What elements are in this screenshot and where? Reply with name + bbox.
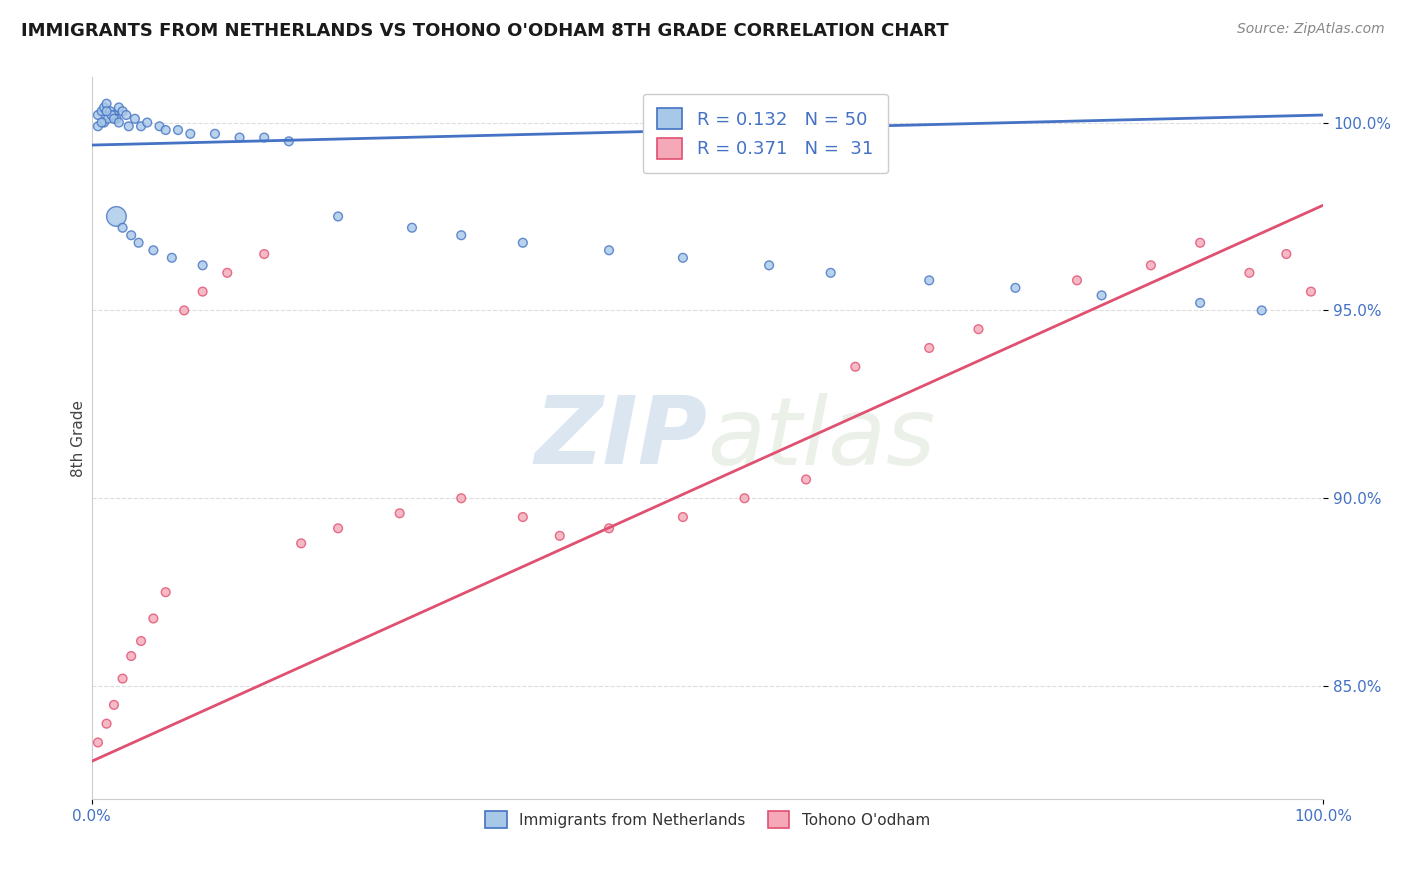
- Point: [191, 285, 214, 299]
- Point: [253, 247, 276, 261]
- Point: [105, 112, 128, 126]
- Point: [1066, 273, 1088, 287]
- Point: [129, 634, 152, 648]
- Text: Source: ZipAtlas.com: Source: ZipAtlas.com: [1237, 22, 1385, 37]
- Point: [120, 228, 142, 243]
- Point: [173, 303, 195, 318]
- Point: [111, 220, 134, 235]
- Point: [96, 96, 118, 111]
- Point: [148, 120, 170, 134]
- Point: [1250, 303, 1272, 318]
- Point: [155, 585, 177, 599]
- Point: [1004, 281, 1026, 295]
- Point: [179, 127, 201, 141]
- Legend: Immigrants from Netherlands, Tohono O'odham: Immigrants from Netherlands, Tohono O'od…: [479, 805, 936, 835]
- Point: [512, 510, 534, 524]
- Point: [1189, 235, 1212, 250]
- Point: [253, 130, 276, 145]
- Point: [108, 101, 131, 115]
- Point: [167, 123, 190, 137]
- Point: [191, 258, 214, 272]
- Point: [128, 235, 150, 250]
- Point: [103, 698, 125, 712]
- Point: [98, 104, 121, 119]
- Point: [87, 120, 110, 134]
- Point: [512, 235, 534, 250]
- Point: [124, 112, 146, 126]
- Point: [96, 716, 118, 731]
- Point: [103, 108, 125, 122]
- Point: [844, 359, 866, 374]
- Point: [136, 115, 159, 129]
- Text: ZIP: ZIP: [534, 392, 707, 484]
- Point: [794, 473, 817, 487]
- Point: [111, 672, 134, 686]
- Point: [672, 251, 695, 265]
- Point: [548, 529, 571, 543]
- Point: [105, 210, 128, 224]
- Point: [1091, 288, 1114, 302]
- Text: atlas: atlas: [707, 392, 936, 483]
- Point: [155, 123, 177, 137]
- Point: [228, 130, 250, 145]
- Point: [1239, 266, 1261, 280]
- Point: [918, 341, 941, 355]
- Point: [120, 648, 142, 663]
- Point: [160, 251, 183, 265]
- Point: [111, 104, 134, 119]
- Point: [129, 120, 152, 134]
- Point: [93, 115, 115, 129]
- Point: [90, 104, 112, 119]
- Y-axis label: 8th Grade: 8th Grade: [72, 400, 86, 476]
- Point: [734, 491, 756, 506]
- Point: [87, 108, 110, 122]
- Point: [450, 228, 472, 243]
- Point: [103, 112, 125, 126]
- Point: [1140, 258, 1163, 272]
- Point: [97, 112, 120, 126]
- Point: [1189, 296, 1212, 310]
- Point: [820, 266, 842, 280]
- Point: [115, 108, 138, 122]
- Point: [450, 491, 472, 506]
- Point: [87, 735, 110, 749]
- Point: [918, 273, 941, 287]
- Point: [108, 115, 131, 129]
- Point: [142, 244, 165, 258]
- Text: IMMIGRANTS FROM NETHERLANDS VS TOHONO O'ODHAM 8TH GRADE CORRELATION CHART: IMMIGRANTS FROM NETHERLANDS VS TOHONO O'…: [21, 22, 949, 40]
- Point: [90, 115, 112, 129]
- Point: [326, 210, 349, 224]
- Point: [204, 127, 226, 141]
- Point: [93, 101, 115, 115]
- Point: [100, 108, 122, 122]
- Point: [401, 220, 423, 235]
- Point: [672, 510, 695, 524]
- Point: [1299, 285, 1322, 299]
- Point: [388, 506, 411, 520]
- Point: [598, 521, 620, 535]
- Point: [967, 322, 990, 336]
- Point: [290, 536, 312, 550]
- Point: [1275, 247, 1298, 261]
- Point: [277, 134, 299, 148]
- Point: [758, 258, 780, 272]
- Point: [326, 521, 349, 535]
- Point: [118, 120, 141, 134]
- Point: [598, 244, 620, 258]
- Point: [217, 266, 239, 280]
- Point: [142, 611, 165, 625]
- Point: [96, 104, 118, 119]
